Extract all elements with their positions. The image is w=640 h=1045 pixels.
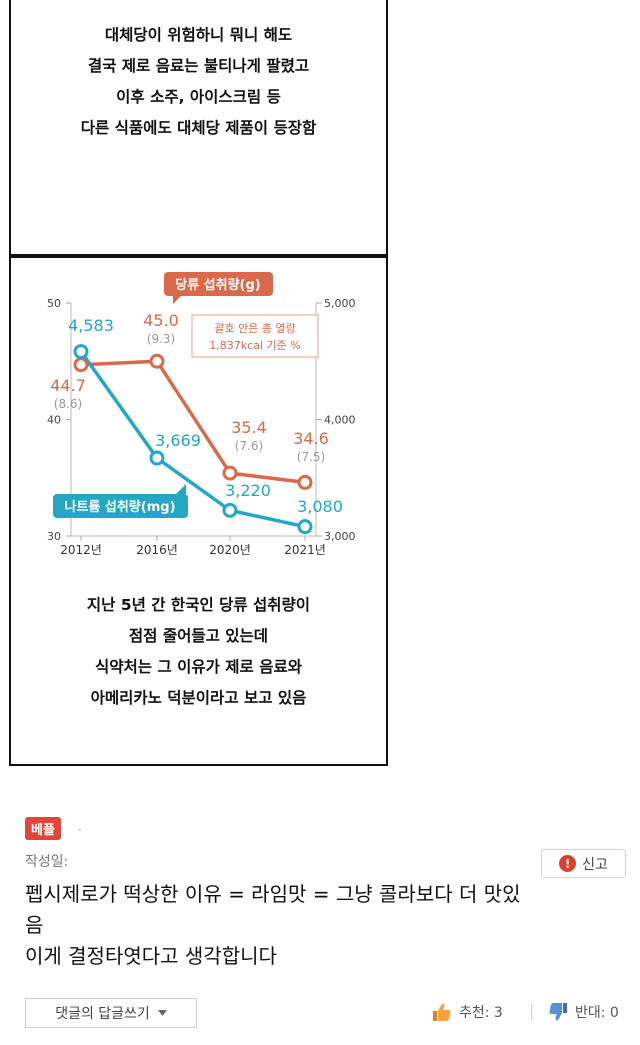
top-caption: 대체당이 위험하니 뭐니 해도 결국 제로 음료는 불티나게 팔렸고 이후 소주… [11, 20, 386, 144]
caption-line: 식약처는 그 이유가 제로 음료와 [95, 658, 302, 676]
left-tick-label: 30 [47, 530, 61, 543]
comment-line: 펩시제로가 떡상한 이유 = 라임맛 = 그냥 콜라보다 더 맛있 [25, 882, 521, 906]
annotation-box [191, 314, 319, 358]
sugar-data-point [73, 357, 89, 373]
sugar-percent-label: (8.6) [54, 397, 82, 411]
thumbs-down-icon [549, 1003, 567, 1021]
exclamation-icon: ! [559, 855, 577, 872]
dropdown-arrow-icon [157, 1010, 167, 1016]
sugar-percent-label: (7.5) [297, 450, 325, 464]
caption-line: 대체당이 위험하니 뭐니 해도 [104, 26, 293, 44]
caption-line: 결국 제로 음료는 불티나게 팔렸고 [87, 57, 310, 75]
intake-line-chart: 50 40 30 5,000 4,000 3,000 2012년 2016년 2020년 2021… [47, 272, 356, 557]
sugar-value-label: 34.6 [293, 429, 329, 448]
sugar-percent-label: (7.6) [235, 439, 263, 453]
sodium-value-label: 3,080 [297, 497, 343, 516]
sodium-legend-label: 나트륨 섭취량(mg) [64, 499, 175, 515]
badge-dot: · [78, 823, 82, 837]
downvote-count: 반대: 0 [575, 1005, 619, 1021]
caption-line: 다른 식품에도 대체당 제품이 등장함 [80, 119, 317, 137]
bottom-caption: 지난 5년 간 한국인 당류 섭취량이 점점 줄어들고 있는데 식약처는 그 이… [11, 590, 386, 714]
sodium-value-label: 3,669 [155, 431, 201, 450]
best-comment-badge: 베플 [25, 817, 61, 840]
reply-to-comment-button[interactable]: 댓글의 답글쓰기 [25, 998, 197, 1028]
sodium-data-point [297, 519, 313, 535]
left-tick-label: 50 [47, 297, 61, 310]
sodium-series-line [79, 350, 306, 529]
chart-image-panel: 50 40 30 5,000 4,000 3,000 2012년 2016년 2020년 2021… [9, 256, 388, 766]
sodium-data-point [73, 344, 89, 360]
upvote-button[interactable]: 추천: 3 [432, 1002, 503, 1022]
x-tick-label: 2016년 [136, 543, 178, 557]
x-tick-label: 2012년 [60, 543, 102, 557]
right-tick-label: 5,000 [324, 297, 356, 310]
sodium-legend-tag [53, 494, 188, 518]
left-tick-label: 40 [47, 414, 61, 427]
sugar-percent-label: (9.3) [147, 332, 175, 346]
sugar-data-point [297, 474, 313, 490]
sugar-series-line [80, 359, 306, 485]
sodium-legend-pointer [176, 484, 186, 494]
caption-line: 이후 소주, 아이스크림 등 [116, 88, 281, 106]
sugar-value-label: 45.0 [143, 311, 179, 330]
annotation-line: 괄호 안은 총 열량 [214, 322, 295, 335]
sodium-value-label: 3,220 [225, 481, 271, 500]
caption-line: 점점 줄어들고 있는데 [128, 627, 269, 645]
annotation-line: 1,837kcal 기준 % [209, 339, 300, 352]
top-image-panel: 대체당이 위험하니 뭐니 해도 결국 제로 음료는 불티나게 팔렸고 이후 소주… [9, 0, 388, 256]
sugar-value-label: 35.4 [231, 418, 267, 437]
comment-line: 이게 결정타엿다고 생각합니다 [25, 944, 277, 968]
sugar-data-point [222, 465, 238, 481]
right-tick-label: 4,000 [324, 414, 356, 427]
downvote-button[interactable]: 반대: 0 [548, 1002, 619, 1022]
right-tick-label: 3,000 [324, 530, 356, 543]
reply-label: 댓글의 답글쓰기 [55, 1006, 150, 1022]
sugar-data-point [149, 353, 165, 369]
x-tick-label: 2021년 [284, 543, 326, 557]
sugar-legend-pointer [173, 296, 181, 304]
sugar-legend-tag [164, 272, 273, 296]
comment-text: 펩시제로가 떡상한 이유 = 라임맛 = 그냥 콜라보다 더 맛있 음 이게 결… [25, 879, 630, 972]
report-button[interactable]: ! 신고 [541, 849, 626, 878]
sugar-legend-label: 당류 섭취량(g) [175, 277, 261, 293]
sugar-value-label: 44.7 [50, 376, 86, 395]
x-tick-label: 2020년 [209, 543, 251, 557]
date-label: 작성일: [25, 854, 69, 870]
report-label: 신고 [582, 856, 608, 873]
sodium-data-point [222, 502, 238, 518]
caption-line: 지난 5년 간 한국인 당류 섭취량이 [86, 596, 311, 614]
caption-line: 아메리카노 덕분이라고 보고 있음 [90, 689, 307, 707]
upvote-count: 추천: 3 [459, 1005, 503, 1021]
sodium-value-label: 4,583 [68, 316, 114, 335]
comment-line: 음 [25, 913, 44, 937]
vote-divider [531, 1004, 532, 1020]
thumbs-up-icon [433, 1003, 451, 1021]
sodium-data-point [149, 450, 165, 466]
